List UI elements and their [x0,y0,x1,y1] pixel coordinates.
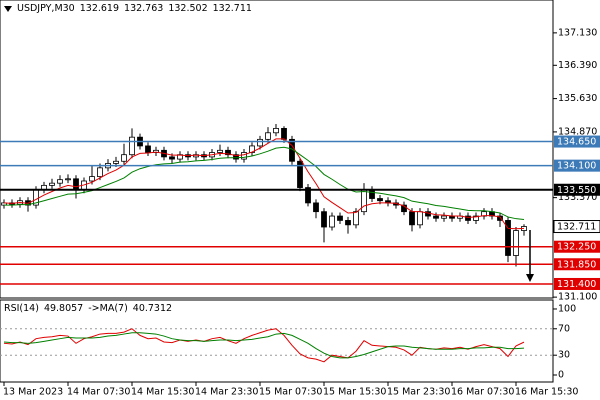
level-label-box [554,135,600,148]
candle-body [361,189,367,213]
candle-body [113,160,119,164]
level-label-box [554,258,600,271]
x-tick-label: 15 Mar 23:30 [387,387,450,398]
collapse-icon[interactable] [4,5,12,12]
y-tick-label: 30 [558,350,570,361]
candle-body [89,176,95,182]
ohlc-open: 132.619 [79,3,120,14]
candle-body [241,152,247,160]
symbol: USDJPY,M30 [17,3,75,14]
x-tick-label: 14 Mar 07:30 [67,387,130,398]
candle-body [265,132,271,140]
x-tick-label: 14 Mar 23:30 [195,387,258,398]
candle-body [465,215,471,221]
candle-body [225,149,231,156]
candle-body [321,211,327,228]
y-tick-label: 0 [558,370,564,381]
candle-body [65,178,71,181]
candle-body [49,182,55,186]
y-tick-label: 100 [558,303,576,314]
rsi-header: RSI(14) 49.8057 ->MA(7) 40.7312 [4,303,172,314]
level-label: 133.550 [557,185,596,196]
level-label: 131.400 [557,279,596,290]
candle-body [505,220,511,256]
main-frame [0,0,554,299]
candle-body [97,167,103,178]
candle-body [73,178,79,191]
series-line [3,332,525,359]
candle-body [257,138,263,147]
level-label-box [554,159,600,172]
level-label: 134.650 [557,137,596,148]
x-tick-label: 14 Mar 15:30 [131,387,194,398]
candle-body [337,215,343,221]
candle-body [145,145,151,153]
rsi-value: 49.8057 [43,303,84,314]
main-header: USDJPY,M30 132.619 132.763 132.502 132.7… [4,3,252,14]
candle-body [441,215,447,219]
candle-body [281,128,287,140]
x-tick-label: 13 Mar 2023 [3,387,63,398]
ohlc-high: 132.763 [124,3,164,14]
candle-body [417,211,423,226]
y-tick-label: 131.100 [558,292,597,303]
candle-body [409,211,415,226]
ohlc-close: 132.711 [212,3,252,14]
candle-body [433,215,439,219]
candle-body [57,179,63,184]
x-tick-label: 16 Mar 15:30 [515,387,578,398]
candle-body [329,215,335,228]
rsi-frame [0,299,554,383]
candle-body [345,220,351,226]
down-arrow [526,230,534,282]
level-label-box [554,277,600,290]
y-tick-label: 134.870 [558,126,597,137]
candle-body [473,215,479,221]
candle-body [273,128,279,134]
y-tick-label: 136.390 [558,60,597,71]
y-tick-label: 133.370 [558,192,597,203]
series-line [4,146,525,221]
candle-body [305,187,311,204]
current-price-label: 132.711 [557,222,596,233]
candle-body [233,154,239,160]
candle-body [353,211,359,226]
level-label-box [554,183,600,196]
x-tick-label: 15 Mar 07:30 [259,387,322,398]
ma-value: 40.7312 [132,303,173,314]
y-tick-label: 137.130 [558,27,597,38]
ma-label: ->MA(7) [88,303,128,314]
candle-body [121,154,127,162]
rsi-label: RSI(14) [4,303,39,314]
candle-body [169,156,175,160]
ohlc-low: 132.502 [168,3,208,14]
candle-body [297,160,303,188]
candle-body [313,202,319,213]
candle-body [217,149,223,153]
level-label-box [554,240,600,253]
candle-body [497,215,503,221]
candle-body [377,198,383,202]
x-tick-label: 16 Mar 07:30 [451,387,514,398]
y-tick-label: 70 [558,323,570,334]
level-label: 131.850 [557,259,596,270]
series-line [3,328,525,363]
level-label: 134.100 [557,161,596,172]
y-tick-label: 135.630 [558,93,597,104]
candle-body [129,136,135,156]
x-tick-label: 15 Mar 15:30 [323,387,386,398]
candle-body [513,230,519,256]
arrow-head [526,274,534,282]
current-price-box [553,220,600,234]
candle-body [369,189,375,199]
level-label: 132.250 [557,242,596,253]
series-line [3,138,525,230]
candle-body [401,204,407,213]
